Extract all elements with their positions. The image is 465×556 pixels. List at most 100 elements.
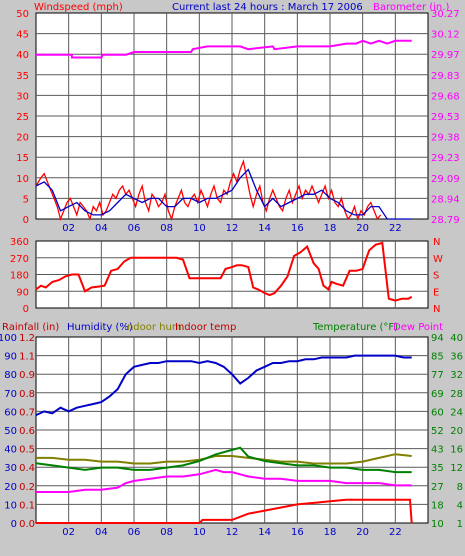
x-tick-label: 18 (324, 223, 337, 234)
series-line-temperature (35, 446, 412, 474)
x-tick-label: 20 (356, 527, 369, 538)
y-tick-label-rainfall: 0.4 (19, 463, 35, 474)
y-tick-label-humidity: 40 (4, 445, 17, 456)
humidity-label: Humidity (%) (67, 322, 133, 333)
x-tick-label: 08 (160, 223, 173, 234)
x-tick-label: 10 (193, 527, 206, 538)
y-tick-label-humidity: 60 (4, 407, 17, 418)
dew-point-label: Dew Point (393, 322, 443, 333)
y-tick-label-barometer: 28.79 (431, 215, 460, 226)
y-tick-label-barometer: 30.12 (431, 30, 460, 41)
compass-label: S (433, 271, 439, 282)
series-line-rainfall (36, 498, 413, 524)
rainfall-label: Rainfall (in) (2, 322, 59, 333)
series-line-direction (35, 241, 413, 302)
y-tick-label-barometer: 29.53 (431, 112, 460, 123)
y-tick-label-temperature: 60 (431, 407, 444, 418)
chart-title: Current last 24 hours : March 17 2006 (172, 2, 363, 13)
compass-label: W (433, 254, 443, 265)
temperature-label: Temperature (°F) (312, 322, 398, 333)
compass-label: N (433, 237, 440, 248)
y-tick-label-temperature: 85 (431, 352, 444, 363)
y-tick-label-temperature: 18 (431, 500, 444, 511)
y-tick-label-temperature-c: 16 (450, 445, 463, 456)
x-tick-label: 02 (62, 527, 75, 538)
compass-label: E (433, 287, 439, 298)
x-tick-label: 22 (389, 223, 402, 234)
x-tick-label: 10 (193, 223, 206, 234)
y-tick-label-rainfall: 0.6 (19, 426, 35, 437)
x-tick-label: 18 (324, 527, 337, 538)
y-tick-label-windspeed: 0 (23, 215, 29, 226)
rain-humidity-temp-panel: 0.0 0.1 0.2 0.4 0.5 0.6 0.7 0.8 0.9 1.1 1.2 0 10 20 30… (0, 333, 463, 538)
y-tick-label-rainfall: 0.5 (19, 445, 35, 456)
y-tick-label-direction: 270 (10, 254, 29, 265)
y-tick-label-rainfall: 0.0 (19, 519, 35, 530)
x-tick-label: 06 (128, 527, 141, 538)
y-tick-label-windspeed: 35 (16, 71, 29, 82)
y-tick-label-rainfall: 1.2 (19, 333, 35, 344)
wind-barometer-panel: 0 5 10 15 20 25 30 35 40 45 50 28.79 28.94 29.09 29.23… (16, 9, 459, 234)
y-tick-label-temperature: 52 (431, 426, 444, 437)
y-tick-label-rainfall: 0.1 (19, 500, 35, 511)
series-line-humidity (35, 354, 412, 417)
y-tick-label-temperature-c: 4 (457, 500, 463, 511)
y-tick-label-temperature: 69 (431, 389, 444, 400)
x-tick-label: 02 (62, 223, 75, 234)
y-tick-label-humidity: 30 (4, 463, 17, 474)
windspeed-label: Windspeed (mph) (34, 2, 123, 13)
y-tick-label-rainfall: 0.2 (19, 482, 35, 493)
y-tick-label-windspeed: 20 (16, 133, 29, 144)
series-line-wind_avg (35, 168, 412, 220)
y-tick-label-barometer: 29.09 (431, 174, 460, 185)
indoor-hum-label: Indoor hum (124, 322, 182, 333)
y-tick-label-windspeed: 40 (16, 50, 29, 61)
y-tick-label-barometer: 29.83 (431, 71, 460, 82)
y-tick-label-temperature-c: 1 (457, 519, 463, 530)
y-tick-label-windspeed: 50 (16, 9, 29, 20)
y-tick-label-humidity: 90 (4, 352, 17, 363)
y-tick-label-humidity: 80 (4, 370, 17, 381)
barometer-label: Barometer (in.) (373, 2, 449, 13)
y-tick-label-temperature: 43 (431, 445, 444, 456)
compass-label: N (433, 304, 440, 315)
x-tick-label: 04 (95, 527, 108, 538)
indoor-temp-label: Indoor temp (175, 322, 236, 333)
x-tick-label: 14 (258, 223, 271, 234)
x-tick-label: 16 (291, 223, 304, 234)
y-tick-label-temperature-c: 32 (450, 370, 463, 381)
y-tick-label-temperature: 27 (431, 482, 444, 493)
series-line-dew_point (36, 468, 412, 493)
y-tick-label-temperature-c: 36 (450, 352, 463, 363)
x-tick-label: 14 (258, 527, 271, 538)
y-tick-label-barometer: 29.23 (431, 153, 460, 164)
y-tick-label-barometer: 29.97 (431, 50, 460, 61)
y-tick-label-temperature-c: 20 (450, 426, 463, 437)
y-tick-label-temperature: 77 (431, 370, 444, 381)
y-tick-label-humidity: 20 (4, 482, 17, 493)
y-tick-label-direction: 0 (23, 304, 29, 315)
y-tick-label-humidity: 100 (0, 333, 17, 344)
y-tick-label-temperature-c: 24 (450, 407, 463, 418)
y-tick-label-rainfall: 1.1 (19, 352, 35, 363)
y-tick-label-direction: 90 (16, 287, 29, 298)
x-tick-label: 22 (389, 527, 402, 538)
y-tick-label-windspeed: 30 (16, 91, 29, 102)
x-tick-label: 20 (356, 223, 369, 234)
x-tick-label: 12 (226, 527, 239, 538)
y-tick-label-direction: 360 (10, 237, 29, 248)
series-line-wind_gust (35, 158, 382, 222)
y-tick-label-temperature: 94 (431, 333, 444, 344)
y-tick-label-rainfall: 0.8 (19, 389, 35, 400)
y-tick-label-temperature: 10 (431, 519, 444, 530)
y-tick-label-barometer: 29.68 (431, 91, 460, 102)
y-tick-label-barometer: 30.27 (431, 9, 460, 20)
y-tick-label-windspeed: 10 (16, 174, 29, 185)
x-tick-label: 08 (160, 527, 173, 538)
y-tick-label-temperature-c: 8 (457, 482, 463, 493)
y-tick-label-humidity: 10 (4, 500, 17, 511)
y-tick-label-rainfall: 0.9 (19, 370, 35, 381)
y-tick-label-barometer: 29.38 (431, 133, 460, 144)
y-tick-label-humidity: 50 (4, 426, 17, 437)
